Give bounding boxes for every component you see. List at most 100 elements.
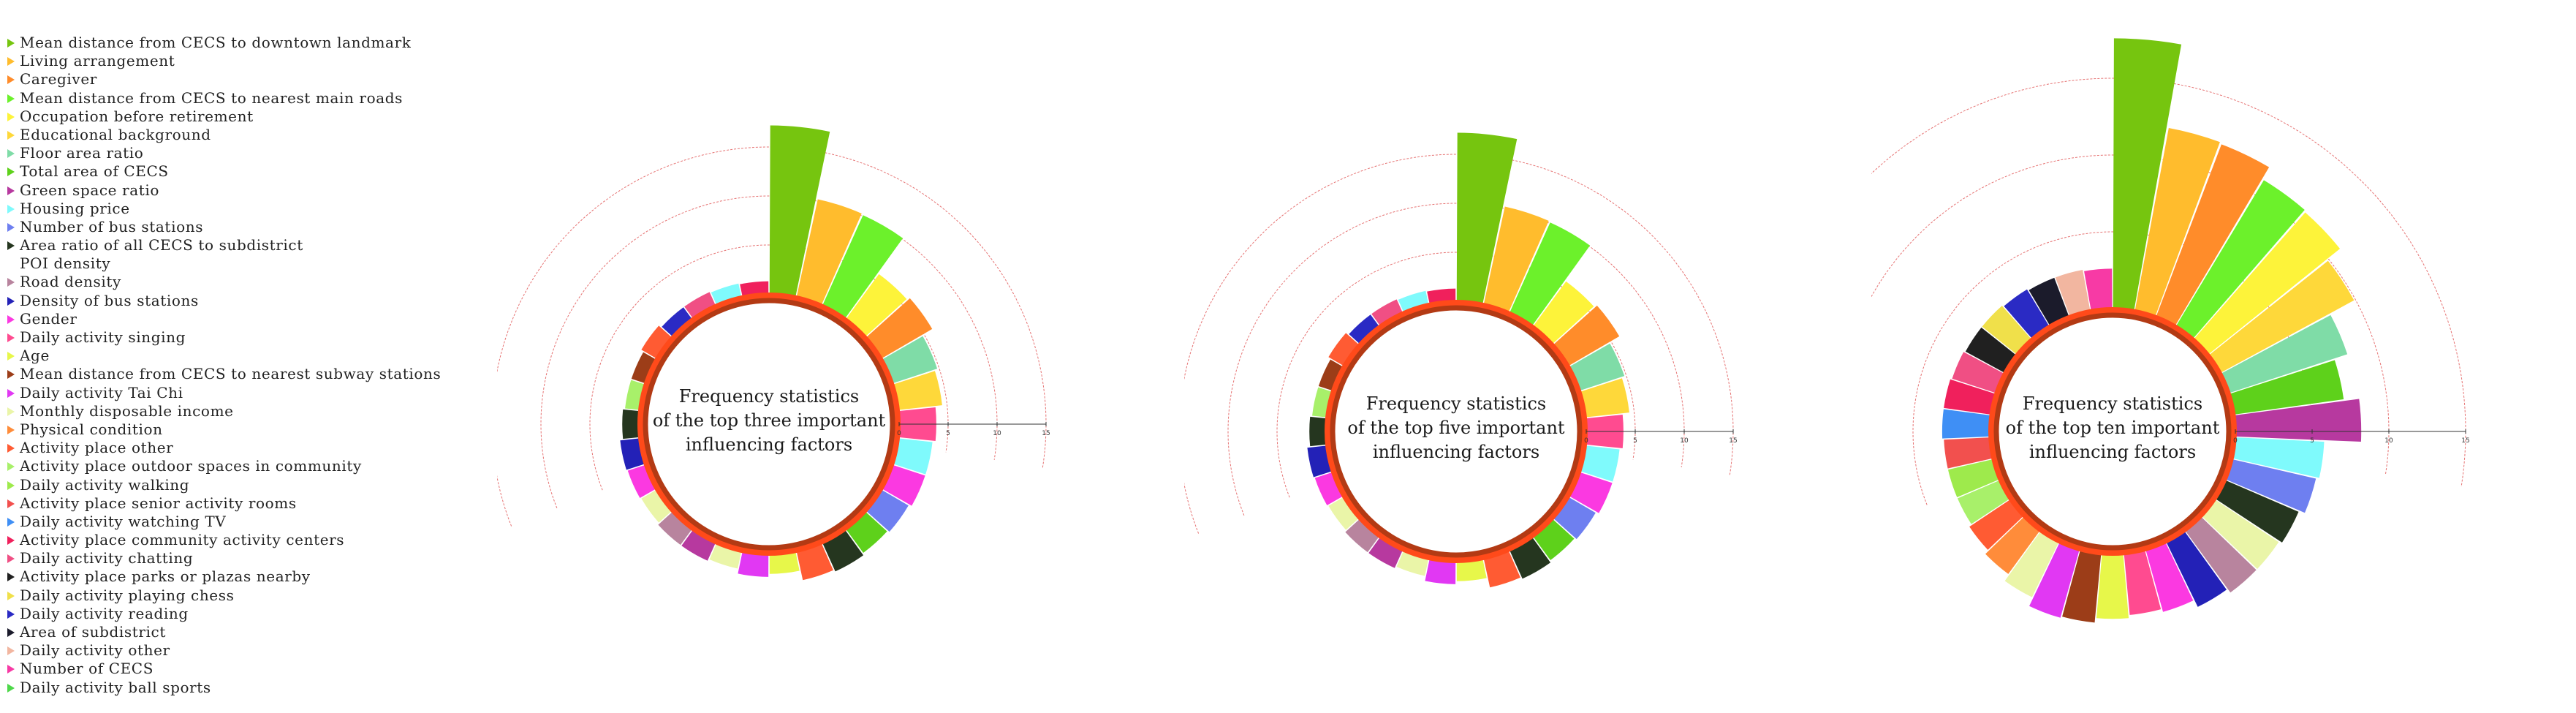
- chart-top-ten: 0 5 10 15 Frequency statistics of the top ten…: [1871, 38, 2470, 623]
- legend-item: Activity place outdoor spaces in communi…: [7, 457, 504, 475]
- legend-marker-icon: [7, 480, 15, 490]
- bar: [1398, 290, 1429, 313]
- legend-item: Mean distance from CECS to nearest main …: [7, 89, 504, 107]
- legend-label: Daily activity reading: [20, 604, 189, 622]
- legend-marker-icon: [7, 204, 15, 214]
- legend-marker-icon: [7, 573, 15, 582]
- legend-item: Occupation before retirement: [7, 107, 504, 126]
- center-label-line: of the top five important: [1347, 418, 1565, 438]
- legend-label: Green space ratio: [20, 181, 159, 199]
- bar: [1957, 480, 2010, 524]
- legend-marker-icon: [7, 591, 15, 600]
- legend-label: Living arrangement: [20, 52, 175, 70]
- legend-marker-icon: [7, 536, 15, 546]
- radial-tick-label: 15: [1729, 437, 1737, 445]
- bar: [641, 325, 673, 359]
- bar: [2004, 289, 2050, 339]
- bar: [1509, 537, 1551, 579]
- center-label-line: Frequency statistics: [1366, 393, 1546, 414]
- legend-marker-icon: [7, 665, 15, 674]
- guide-arcs: [1184, 154, 1734, 534]
- legend-label: Daily activity Tai Chi: [20, 383, 183, 401]
- radial-tick-label: 5: [946, 430, 950, 437]
- legend-marker-icon: [7, 370, 15, 380]
- legend-label: Activity place community activity center…: [20, 531, 345, 549]
- center-label: Frequency statistics of the top three imp…: [653, 386, 886, 455]
- bar: [822, 529, 864, 572]
- bar: [641, 489, 673, 523]
- legend-label: Age: [20, 347, 50, 365]
- legend-marker-icon: [7, 167, 15, 177]
- legend-marker-icon: [7, 462, 15, 472]
- legend-item: Mean distance from CECS to nearest subwa…: [7, 365, 504, 383]
- legend-marker-icon: [7, 130, 15, 140]
- legend-item: Area ratio of all CECS to subdistrict PO…: [7, 236, 504, 273]
- center-label-line: Frequency statistics: [2023, 393, 2202, 414]
- bar: [2096, 554, 2129, 619]
- legend-item: Daily activity watching TV: [7, 513, 504, 531]
- legend-marker-icon: [7, 186, 15, 195]
- legend-marker-icon: [7, 75, 15, 85]
- bar: [681, 529, 716, 561]
- bar: [1947, 459, 2000, 498]
- bar: [1942, 409, 1991, 439]
- center-label-line: influencing factors: [686, 434, 852, 455]
- legend-label: Daily activity other: [20, 641, 170, 660]
- legend-item: Monthly disposable income: [7, 402, 504, 420]
- radial-tick-label: 5: [2310, 437, 2314, 445]
- legend-label: Activity place parks or plazas nearby: [20, 567, 311, 586]
- bar: [2062, 550, 2102, 623]
- bar: [1553, 305, 1620, 366]
- bar: [796, 199, 862, 306]
- bar: [1349, 314, 1379, 344]
- bar: [1368, 537, 1403, 568]
- legend-marker-icon: [7, 296, 15, 306]
- legend-marker-icon: [7, 333, 15, 343]
- legend-item: Daily activity other: [7, 641, 504, 660]
- legend-marker-icon: [7, 388, 15, 398]
- legend-marker-icon: [7, 499, 15, 508]
- legend-item: Daily activity reading: [7, 605, 504, 623]
- legend-item: Mean distance from CECS to downtown land…: [7, 34, 504, 52]
- bar: [2201, 499, 2279, 569]
- bar: [1965, 327, 2017, 373]
- radial-tick-label: 10: [2384, 437, 2393, 445]
- bar: [1969, 499, 2024, 550]
- bar: [1314, 472, 1344, 505]
- guide-arc: [589, 244, 949, 491]
- bar: [865, 298, 933, 359]
- legend-item: Activity place other: [7, 439, 504, 457]
- bar: [2134, 127, 2220, 317]
- legend-item: Activity place senior activity rooms: [7, 494, 504, 513]
- bar: [2225, 459, 2316, 513]
- radial-tick-label: 15: [1042, 430, 1050, 437]
- bar: [1580, 445, 1620, 482]
- legend-label: Daily activity watching TV: [20, 512, 227, 530]
- bar: [658, 511, 692, 546]
- inner-ring: [643, 298, 895, 551]
- radial-tick-label: 10: [993, 430, 1001, 437]
- legend-label: Area ratio of all CECS to subdistrict PO…: [20, 236, 303, 273]
- bar: [893, 371, 942, 410]
- guide-arc: [1184, 154, 1734, 534]
- legend-marker-icon: [7, 683, 15, 693]
- legend-label: Daily activity chatting: [20, 549, 194, 567]
- bars: [1942, 38, 2362, 623]
- legend-label: Physical condition: [20, 420, 163, 438]
- legend-label: Total area of CECS: [20, 162, 169, 181]
- inner-ring-outer: [1325, 300, 1588, 563]
- legend-marker-icon: [7, 352, 15, 361]
- legend-label: Daily activity singing: [20, 328, 186, 347]
- bar: [1569, 343, 1625, 391]
- bar: [1371, 299, 1403, 326]
- bar: [1944, 379, 1996, 415]
- bar: [2145, 542, 2194, 612]
- bar: [893, 438, 933, 475]
- legend-item: Housing price: [7, 200, 504, 218]
- legend: Mean distance from CECS to downtown land…: [7, 34, 504, 697]
- bar: [1569, 472, 1613, 513]
- legend-label: Caregiver: [20, 70, 97, 88]
- legend-item: Living arrangement: [7, 52, 504, 70]
- chart-top-three: 0 5 10 15 Frequency statistics of the top thr…: [497, 125, 1050, 581]
- bar: [2234, 399, 2362, 442]
